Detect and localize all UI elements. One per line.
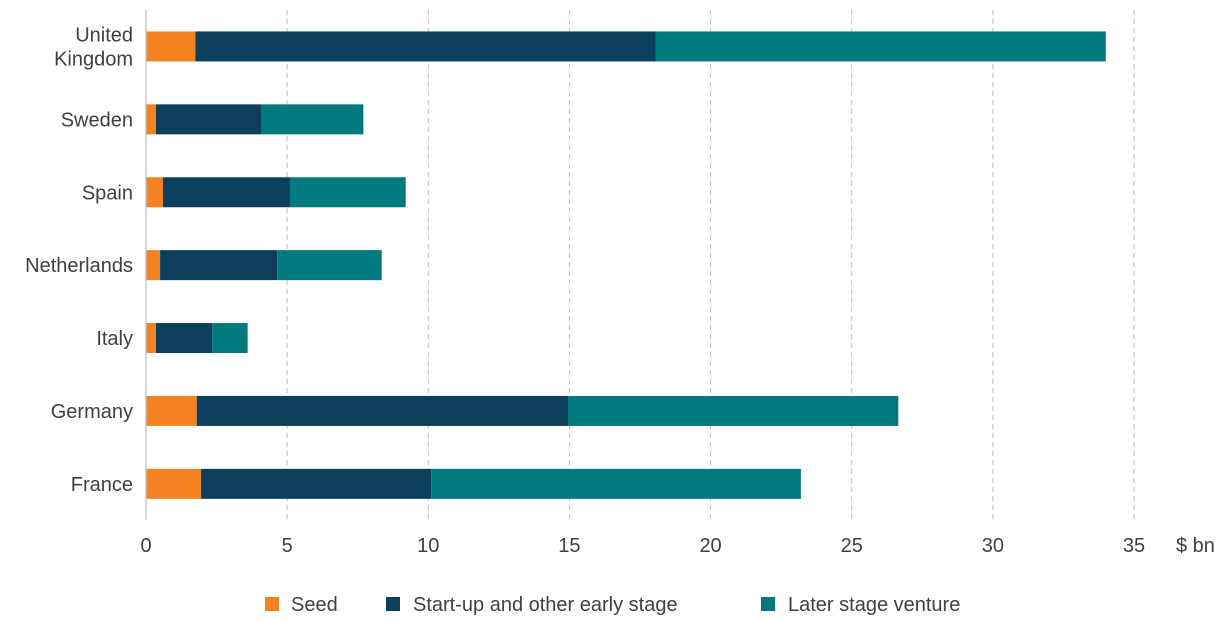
category-label-italy: Italy — [96, 328, 133, 350]
bar-spain-seed — [146, 177, 163, 208]
bar-italy-later-stage-venture — [212, 323, 248, 354]
bar-germany-seed — [146, 395, 197, 426]
x-tick-label-0: 0 — [140, 535, 151, 557]
bar-netherlands-start-up-and-other-early-stage — [160, 250, 278, 281]
bar-france-start-up-and-other-early-stage — [201, 468, 432, 499]
legend-swatch-startup — [386, 597, 400, 611]
category-label-france: France — [71, 474, 133, 496]
bar-sweden-later-stage-venture — [261, 104, 364, 135]
x-tick-label-10: 10 — [417, 535, 439, 557]
bar-germany-later-stage-venture — [568, 395, 899, 426]
legend-swatch-seed — [265, 597, 279, 611]
bar-italy-start-up-and-other-early-stage — [155, 323, 213, 354]
bar-italy-seed — [146, 323, 156, 354]
x-tick-label-25: 25 — [841, 535, 863, 557]
bar-spain-start-up-and-other-early-stage — [162, 177, 290, 208]
x-tick-label-20: 20 — [699, 535, 721, 557]
category-label-united-kingdom: United Kingdom — [54, 24, 133, 70]
category-labels: United Kingdom Sweden Spain Netherlands Italy… — [25, 24, 133, 495]
bar-sweden-seed — [146, 104, 156, 135]
legend-label-startup: Start-up and other early stage — [413, 594, 678, 616]
bar-united-kingdom-later-stage-venture — [655, 31, 1106, 62]
category-label-germany: Germany — [51, 401, 133, 423]
bar-sweden-start-up-and-other-early-stage — [155, 104, 262, 135]
bar-netherlands-later-stage-venture — [277, 250, 382, 281]
bar-united-kingdom-seed — [146, 31, 196, 62]
bar-france-later-stage-venture — [431, 468, 801, 499]
bar-netherlands-seed — [146, 250, 161, 281]
x-tick-label-5: 5 — [282, 535, 293, 557]
unit-label: $ bn — [1176, 535, 1215, 557]
category-label-spain: Spain — [82, 182, 133, 204]
bar-germany-start-up-and-other-early-stage — [196, 395, 569, 426]
legend-label-seed: Seed — [291, 594, 338, 616]
bar-spain-later-stage-venture — [289, 177, 406, 208]
bar-france-seed — [146, 468, 202, 499]
bar-united-kingdom-start-up-and-other-early-stage — [195, 31, 656, 62]
x-tick-label-15: 15 — [558, 535, 580, 557]
category-label-sweden: Sweden — [61, 109, 133, 131]
gridlines — [286, 10, 1135, 520]
legend-swatch-later-stage — [761, 597, 775, 611]
category-label-netherlands: Netherlands — [25, 255, 133, 277]
legend-label-later-stage: Later stage venture — [788, 594, 960, 616]
bars — [146, 31, 1106, 499]
x-tick-label-30: 30 — [982, 535, 1004, 557]
x-tick-labels: 0 5 10 15 20 25 30 35 — [140, 535, 1145, 557]
x-tick-label-35: 35 — [1123, 535, 1145, 557]
legend: Seed Start-up and other early stage Late… — [265, 594, 960, 616]
